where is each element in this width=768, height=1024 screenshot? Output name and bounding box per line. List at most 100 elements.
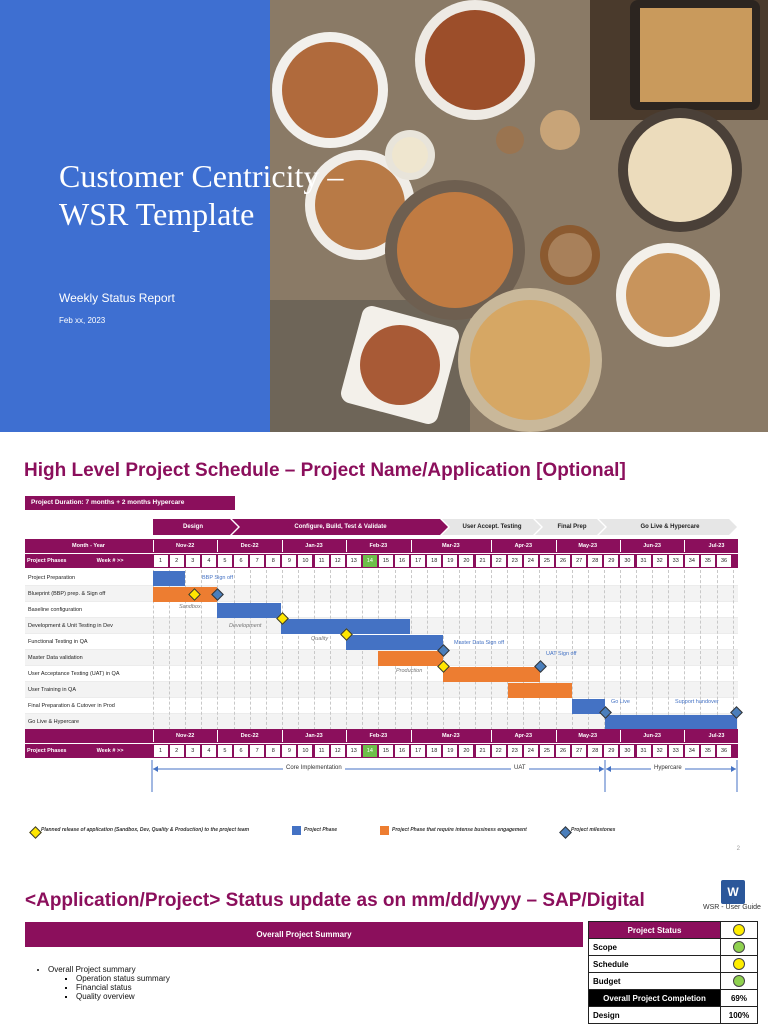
month-label: Jul-23 xyxy=(684,540,747,552)
status-cell-scope xyxy=(720,938,758,956)
week-cell: 33 xyxy=(668,555,683,567)
bullet-financial-status: Financial status xyxy=(76,983,170,992)
week-cell: 30 xyxy=(620,555,635,567)
annotation-quality: Quality xyxy=(311,636,329,642)
week-cell: 20 xyxy=(459,555,474,567)
status-row-design: Design 100% xyxy=(588,1006,758,1024)
project-status-header: Project Status xyxy=(588,921,721,939)
grid-line xyxy=(201,570,203,730)
month-header-row xyxy=(25,539,738,553)
grid-line xyxy=(330,570,332,730)
month-label: Jun-23 xyxy=(619,540,683,552)
bar-functional-testing xyxy=(346,635,443,650)
week-cell: 4 xyxy=(201,745,216,757)
bar-baseline-config xyxy=(217,603,281,618)
week-cell: 30 xyxy=(620,745,635,757)
week-cell: 25 xyxy=(539,745,554,757)
phase-chevron-final-prep xyxy=(535,519,605,535)
legend-project-phase: Project Phase xyxy=(304,827,338,833)
week-cell: 2 xyxy=(169,555,184,567)
nuts-photo-illustration xyxy=(270,0,768,432)
week-cell: 32 xyxy=(652,555,667,567)
phase-chevron-go-live xyxy=(599,519,737,535)
schedule-slide: High Level Project Schedule – Project Na… xyxy=(0,438,768,862)
annotation-bbp-sign-off: BBP Sign off xyxy=(202,575,233,581)
bullet-quality-overview: Quality overview xyxy=(76,992,170,1001)
bar-development xyxy=(281,619,410,634)
phase-chevron-design xyxy=(153,519,238,535)
grid-line xyxy=(265,570,267,730)
status-cell-budget xyxy=(720,972,758,990)
month-label: Feb-23 xyxy=(346,730,409,742)
week-cell: 19 xyxy=(443,555,458,567)
bar-go-live xyxy=(605,715,737,730)
week-cell: 10 xyxy=(298,555,313,567)
cover-date: Feb xx, 2023 xyxy=(59,316,106,325)
week-cell: 23 xyxy=(507,555,522,567)
month-label: Nov-22 xyxy=(153,730,216,742)
phase-chevron-uat xyxy=(442,519,541,535)
design-value: 100% xyxy=(720,1006,758,1024)
grid-line xyxy=(297,570,299,730)
week-cell: 15 xyxy=(378,745,393,757)
week-cell: 32 xyxy=(652,745,667,757)
grid-line xyxy=(314,570,315,730)
week-cell: 27 xyxy=(572,745,587,757)
grid-line xyxy=(555,570,557,730)
cover-slide: Customer Centricity – WSR Template Weekl… xyxy=(0,0,768,432)
week-cell: 34 xyxy=(684,555,699,567)
week-cell: 17 xyxy=(411,555,426,567)
status-slide: <Application/Project> Status update as o… xyxy=(0,866,768,1024)
user-guide-link[interactable]: WSR - User Guide xyxy=(703,904,761,911)
week-cell: 11 xyxy=(314,745,329,757)
month-label: Feb-23 xyxy=(346,540,409,552)
week-cell: 20 xyxy=(459,745,474,757)
week-cell: 16 xyxy=(395,555,410,567)
week-cell: 35 xyxy=(700,745,715,757)
week-cell: 12 xyxy=(330,745,345,757)
grid-line xyxy=(249,570,251,730)
month-label: Mar-23 xyxy=(410,730,491,742)
word-document-icon[interactable]: W xyxy=(721,880,745,904)
week-cell: 2 xyxy=(169,745,184,757)
week-cell: 1 xyxy=(153,745,168,757)
phase-label-final-prep: Final Prep xyxy=(557,524,587,530)
week-cell: 9 xyxy=(282,745,297,757)
grid-line xyxy=(732,570,734,730)
week-cell: 8 xyxy=(266,745,281,757)
month-year-label: Month - Year xyxy=(72,543,105,549)
month-footer-row xyxy=(25,729,738,743)
status-dot-yellow-icon xyxy=(733,958,745,970)
week-cell: 17 xyxy=(411,745,426,757)
grid-line xyxy=(217,570,219,730)
week-cell: 22 xyxy=(491,745,506,757)
grid-line xyxy=(281,570,283,730)
month-label: Apr-23 xyxy=(491,730,554,742)
cover-title: Customer Centricity – WSR Template xyxy=(59,158,344,232)
week-cell: 15 xyxy=(378,555,393,567)
grid-line xyxy=(362,570,364,730)
grid-line xyxy=(394,570,396,730)
completion-value: 69% xyxy=(720,989,758,1007)
week-cell: 28 xyxy=(588,745,603,757)
week-cell: 18 xyxy=(427,745,442,757)
week-cell: 24 xyxy=(523,555,538,567)
week-cell: 13 xyxy=(346,555,361,567)
week-cell: 1 xyxy=(153,555,168,567)
week-cell: 29 xyxy=(604,555,619,567)
week-cell: 23 xyxy=(507,745,522,757)
month-label: May-23 xyxy=(555,540,619,552)
week-cell: 9 xyxy=(282,555,297,567)
week-cell: 26 xyxy=(556,745,571,757)
week-cell: 33 xyxy=(668,745,683,757)
task-row: Blueprint (BBP) prep. & Sign off xyxy=(25,586,738,602)
phase-label-uat: User Accept. Testing xyxy=(462,524,522,530)
schedule-heading: High Level Project Schedule – Project Na… xyxy=(24,460,626,481)
grid-line xyxy=(684,570,686,730)
week-cell: 31 xyxy=(636,745,651,757)
project-status-table: Project Status Scope Schedule Budget Ove… xyxy=(588,921,758,1024)
grid-line xyxy=(668,570,670,730)
week-cell: 8 xyxy=(266,555,281,567)
grid-line xyxy=(507,570,509,730)
bar-master-data xyxy=(378,651,443,666)
